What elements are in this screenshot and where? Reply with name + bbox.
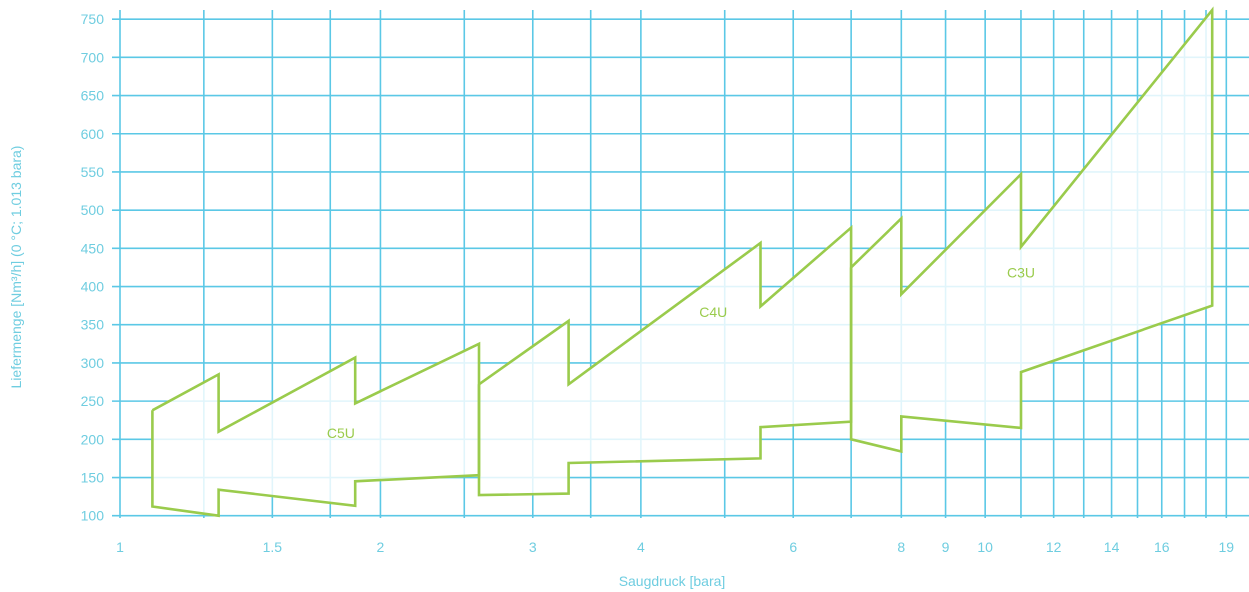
- y-tick-label: 700: [81, 49, 105, 65]
- y-tick-label: 350: [81, 317, 105, 333]
- x-tick-label: 9: [942, 539, 950, 555]
- series-area: [851, 10, 1213, 452]
- y-tick-label: 600: [81, 126, 105, 142]
- x-tick-label: 16: [1154, 539, 1170, 555]
- y-tick-label: 750: [81, 11, 105, 27]
- series-label: C4U: [699, 304, 727, 320]
- series-outline: [849, 6, 1214, 454]
- x-tick-label: 3: [529, 539, 537, 555]
- series-lines: [151, 6, 1214, 518]
- x-tick-label: 10: [977, 539, 993, 555]
- x-tick-label: 1.5: [263, 539, 283, 555]
- y-tick-label: 550: [81, 164, 105, 180]
- series-area: [152, 343, 479, 516]
- x-axis-label: Saugdruck [bara]: [619, 573, 726, 589]
- y-tick-label: 500: [81, 202, 105, 218]
- y-tick-label: 300: [81, 355, 105, 371]
- y-tick-label: 150: [81, 470, 105, 486]
- x-tick-label: 1: [116, 539, 124, 555]
- x-tick-label: 12: [1046, 539, 1062, 555]
- x-tick-label: 6: [789, 539, 797, 555]
- y-tick-label: 650: [81, 88, 105, 104]
- y-tick-labels: 100 150 200 250 300 350 400 450 500 550 600 650 700 7…: [81, 11, 105, 524]
- y-tick-label: 100: [81, 508, 105, 524]
- y-tick-label: 450: [81, 240, 105, 256]
- y-tick-label: 400: [81, 279, 105, 295]
- series-area: [479, 227, 852, 496]
- x-tick-label: 2: [377, 539, 385, 555]
- y-tick-label: 250: [81, 393, 105, 409]
- series-fills: [152, 10, 1213, 516]
- x-tick-label: 8: [897, 539, 905, 555]
- series-label: C5U: [327, 425, 355, 441]
- y-axis-label: Liefermenge [Nm³/h] (0 °C; 1.013 bara): [8, 146, 24, 389]
- x-tick-label: 14: [1104, 539, 1120, 555]
- y-tick-label: 200: [81, 431, 105, 447]
- series-labels: C5U C4U C3U: [327, 264, 1035, 440]
- x-tick-labels: 1 1.5 2 3 4 6 8 9 10 12 14 16 19: [116, 539, 1234, 555]
- x-tick-label: 4: [637, 539, 645, 555]
- series-label: C3U: [1007, 264, 1035, 280]
- x-tick-label: 19: [1219, 539, 1235, 555]
